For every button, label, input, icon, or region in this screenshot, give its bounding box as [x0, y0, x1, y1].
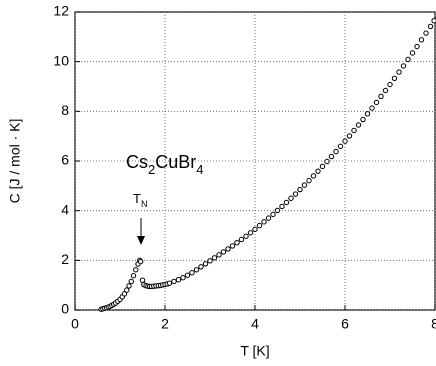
annotation-part: CuBr — [155, 152, 196, 172]
data-point — [234, 240, 240, 246]
data-point — [315, 168, 321, 174]
data-point — [346, 133, 353, 139]
data-point — [405, 56, 411, 63]
data-point — [126, 283, 132, 289]
data-point — [189, 270, 195, 276]
data-point — [133, 267, 139, 273]
y-tick-label: 12 — [53, 3, 69, 19]
data-point — [342, 138, 348, 144]
annotation-part: 4 — [196, 162, 203, 177]
data-point — [256, 222, 263, 229]
data-point — [431, 17, 436, 24]
data-point — [328, 153, 335, 160]
data-point — [166, 280, 173, 286]
data-point — [418, 37, 425, 43]
y-tick-label: 10 — [53, 52, 69, 68]
annotation-part: Cs — [126, 152, 148, 172]
data-point — [211, 255, 218, 261]
data-point — [427, 23, 434, 30]
data-point — [121, 291, 128, 297]
x-tick-label: 0 — [71, 316, 79, 332]
data-point — [360, 116, 366, 123]
data-point — [378, 93, 384, 100]
data-point — [373, 99, 380, 106]
data-point — [369, 105, 375, 111]
data-point — [220, 249, 227, 255]
data-point — [180, 275, 186, 281]
x-tick-label: 2 — [161, 316, 169, 332]
data-point — [238, 236, 245, 243]
y-axis-label: C [J / mol · K] — [7, 119, 23, 204]
data-point — [175, 277, 182, 283]
data-point — [202, 261, 209, 267]
data-point — [301, 182, 308, 188]
data-point — [297, 186, 303, 193]
data-point — [382, 87, 389, 94]
annotation: TN — [133, 191, 147, 209]
data-point — [225, 246, 231, 252]
data-point — [288, 195, 294, 201]
data-point — [184, 272, 191, 278]
data-point — [423, 30, 429, 36]
x-tick-label: 6 — [341, 316, 349, 332]
annotation: Cs2CuBr4 — [126, 152, 203, 177]
data-point — [409, 50, 416, 56]
data-point — [324, 158, 330, 165]
data-point — [207, 258, 213, 264]
data-point — [229, 243, 236, 249]
y-tick-label: 8 — [61, 102, 69, 118]
x-tick-label: 4 — [251, 316, 259, 332]
data-point — [247, 230, 254, 236]
data-point — [387, 81, 393, 88]
data-point — [333, 148, 339, 155]
data-point — [128, 278, 134, 285]
data-point — [139, 277, 146, 283]
annotation-part: 2 — [148, 162, 155, 177]
data-point — [193, 267, 200, 273]
data-point — [414, 43, 420, 50]
data-point — [138, 258, 144, 265]
data-point — [351, 127, 357, 134]
data-point — [319, 163, 326, 170]
data-point — [306, 177, 312, 184]
data-point — [171, 278, 177, 285]
y-tick-label: 2 — [61, 251, 69, 267]
y-tick-label: 0 — [61, 301, 69, 317]
data-point — [261, 219, 267, 225]
data-point — [198, 264, 204, 270]
data-point — [270, 211, 276, 218]
data-point — [130, 273, 137, 279]
data-point — [265, 215, 272, 221]
data-point — [274, 207, 281, 214]
x-tick-label: 8 — [431, 316, 436, 332]
y-tick-label: 6 — [61, 152, 69, 168]
data-point — [355, 122, 362, 128]
data-point — [310, 173, 317, 179]
arrow-head — [137, 236, 145, 245]
y-tick-label: 4 — [61, 201, 69, 217]
annotation-part: T — [133, 191, 141, 206]
data-point — [283, 199, 290, 206]
x-axis-label: T [K] — [240, 343, 269, 359]
data-point — [364, 111, 371, 117]
data-point — [337, 143, 344, 150]
data-point — [252, 226, 258, 232]
data-point — [396, 69, 402, 75]
data-point — [391, 75, 398, 82]
data-point — [243, 233, 249, 239]
annotation-part: N — [141, 199, 148, 209]
data-point — [216, 252, 222, 258]
data-point — [400, 63, 407, 69]
data-point — [124, 287, 130, 293]
data-point — [292, 191, 299, 197]
data-point — [279, 203, 285, 210]
